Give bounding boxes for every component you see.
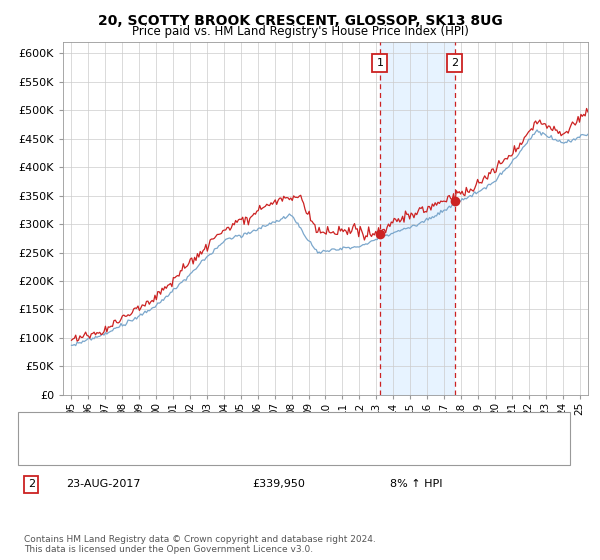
- Text: 15-MAR-2013: 15-MAR-2013: [66, 451, 140, 461]
- Text: 2: 2: [28, 479, 35, 489]
- Text: 23-AUG-2017: 23-AUG-2017: [66, 479, 140, 489]
- Text: ————: ————: [27, 443, 77, 456]
- Text: 14% ↑ HPI: 14% ↑ HPI: [390, 451, 449, 461]
- Text: £339,950: £339,950: [252, 479, 305, 489]
- Text: £282,500: £282,500: [252, 451, 305, 461]
- Text: HPI: Average price, detached house, High Peak: HPI: Average price, detached house, High…: [63, 445, 308, 455]
- Text: 1: 1: [28, 451, 35, 461]
- Text: 1: 1: [376, 58, 383, 68]
- Text: ————: ————: [27, 421, 77, 434]
- Text: 20, SCOTTY BROOK CRESCENT, GLOSSOP, SK13 8UG (detached house): 20, SCOTTY BROOK CRESCENT, GLOSSOP, SK13…: [63, 422, 433, 432]
- Text: 8% ↑ HPI: 8% ↑ HPI: [390, 479, 443, 489]
- Text: Price paid vs. HM Land Registry's House Price Index (HPI): Price paid vs. HM Land Registry's House …: [131, 25, 469, 38]
- Text: Contains HM Land Registry data © Crown copyright and database right 2024.
This d: Contains HM Land Registry data © Crown c…: [24, 535, 376, 554]
- Text: 2: 2: [451, 58, 458, 68]
- Text: 20, SCOTTY BROOK CRESCENT, GLOSSOP, SK13 8UG: 20, SCOTTY BROOK CRESCENT, GLOSSOP, SK13…: [98, 14, 502, 28]
